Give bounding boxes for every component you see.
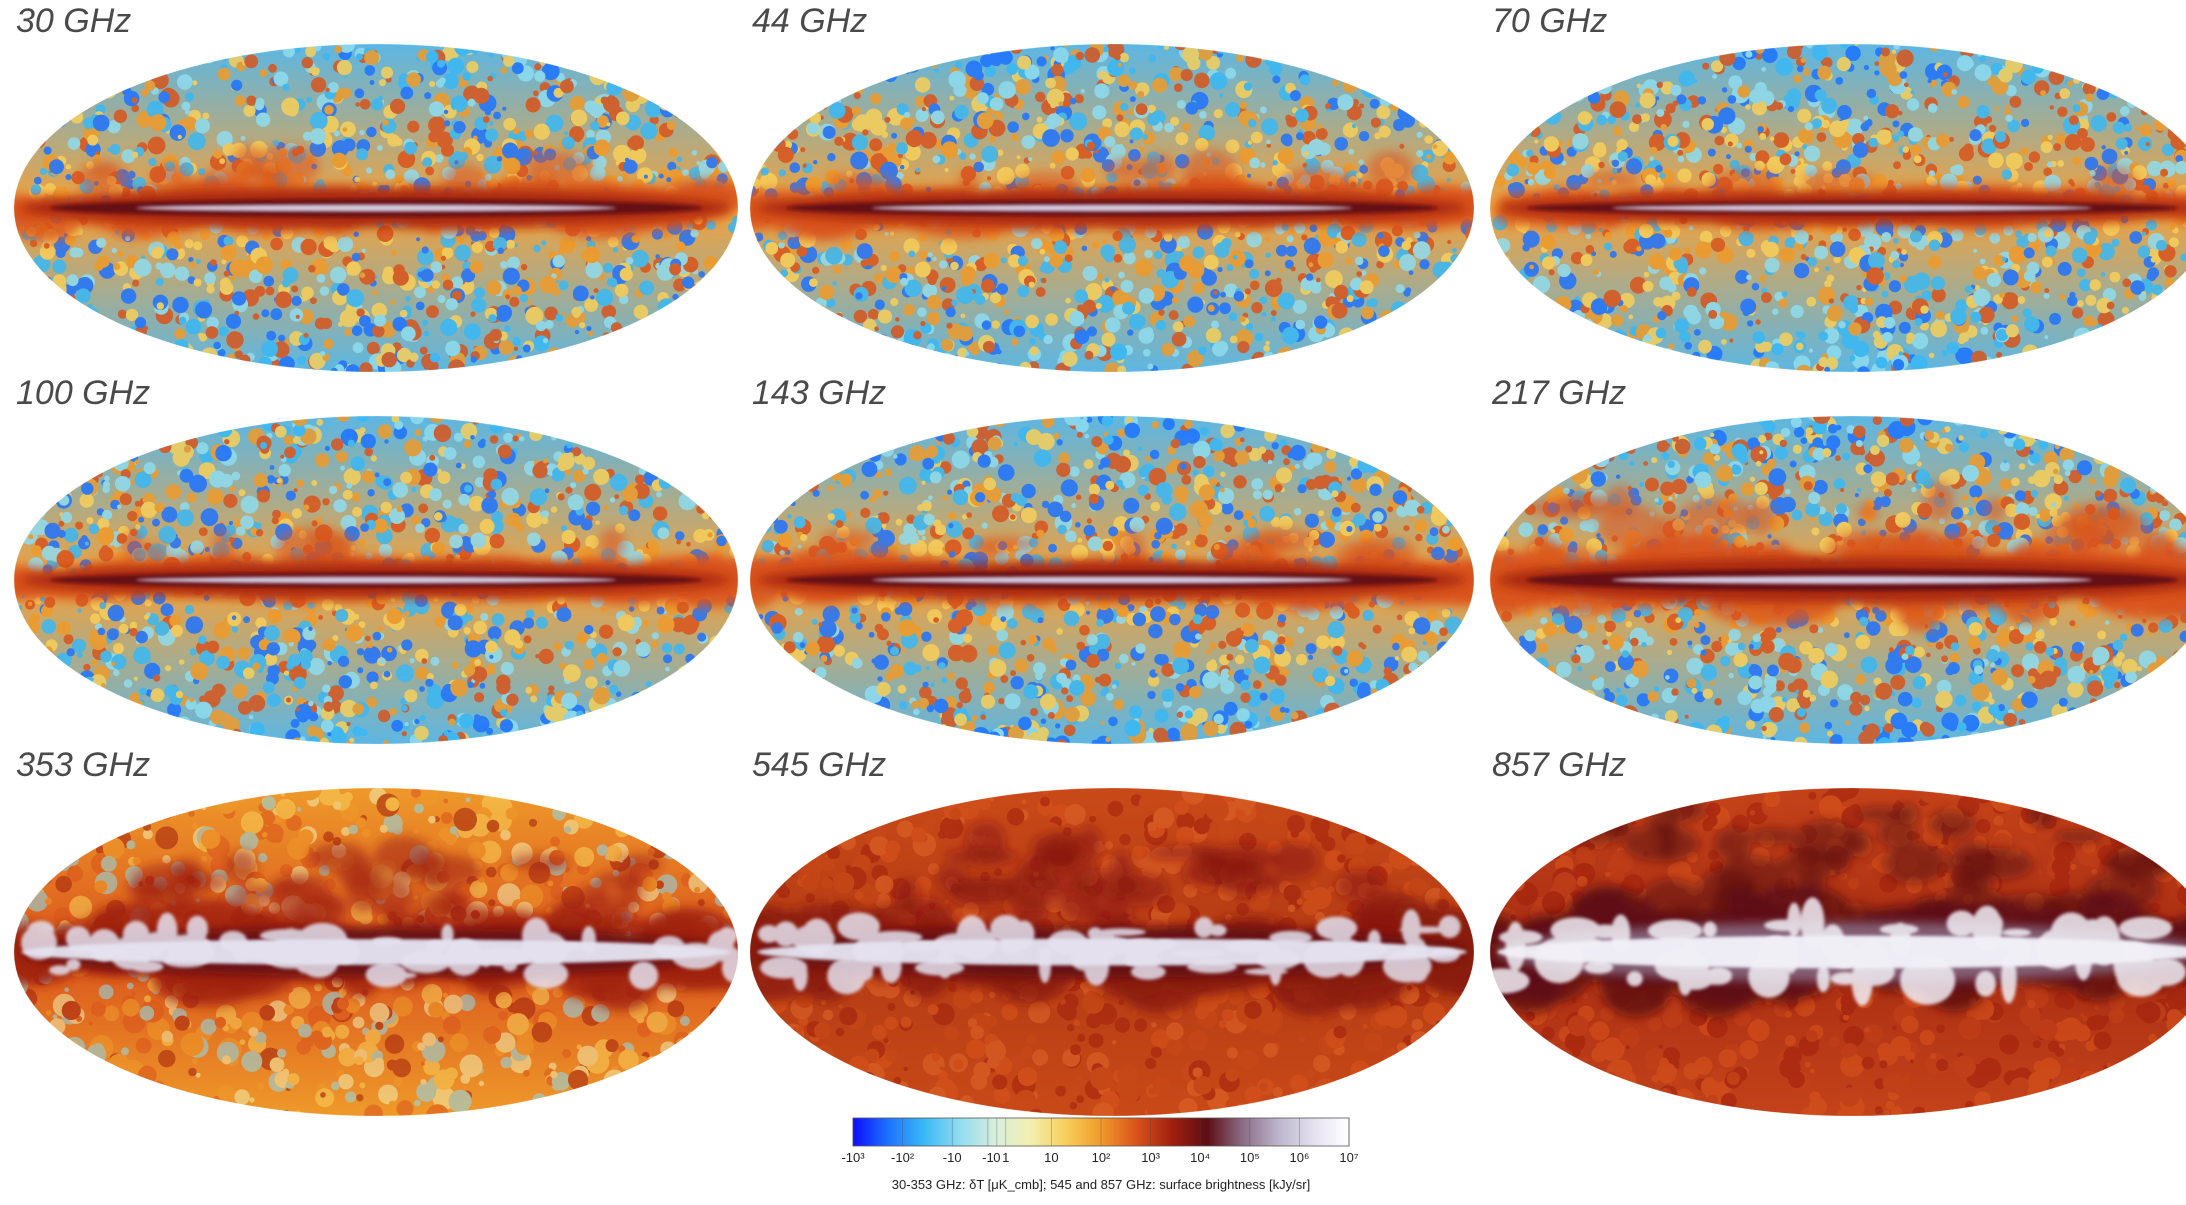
- colorbar-tick-label: 10⁴: [1190, 1150, 1211, 1165]
- map-frequency-label: 143 GHz: [752, 374, 887, 412]
- colorbar-caption: 30-353 GHz: δT [μK_cmb]; 545 and 857 GHz…: [891, 1177, 1311, 1192]
- colorbar-tick-label: 1: [1002, 1150, 1010, 1165]
- mollweide-sky-map: [13, 787, 739, 1117]
- map-frequency-label: 857 GHz: [1492, 746, 1627, 784]
- sky-map-panel: 100 GHz: [12, 374, 740, 746]
- colorbar-tick-label: -10³: [841, 1150, 865, 1165]
- map-frequency-label: 70 GHz: [1492, 2, 1608, 40]
- colorbar-tick-label: -10: [942, 1150, 962, 1165]
- mollweide-sky-map: [749, 787, 1475, 1117]
- colorbar-tick-label: 0: [993, 1150, 1001, 1165]
- mollweide-sky-map: [1489, 43, 2186, 373]
- colorbar-tick-label: 10³: [1141, 1150, 1160, 1165]
- mollweide-sky-map: [1489, 787, 2186, 1117]
- sky-map-panel: 143 GHz: [748, 374, 1476, 746]
- mollweide-sky-map: [1489, 415, 2186, 745]
- mollweide-sky-map: [749, 415, 1475, 745]
- colorbar: -10³ -10² -10 -1 0 1 10 10² 10³ 10⁴ 10⁵ 10⁶ 10⁷ 30-3…: [841, 1117, 1359, 1197]
- map-frequency-label: 217 GHz: [1492, 374, 1627, 412]
- colorbar-tick-label: 10⁶: [1289, 1150, 1310, 1165]
- colorbar-tick-label: -1: [982, 1150, 994, 1165]
- sky-map-panel: 70 GHz: [1488, 2, 2186, 374]
- colorbar-tick-label: 10⁷: [1339, 1150, 1359, 1165]
- sky-map-panel: 545 GHz: [748, 746, 1476, 1118]
- colorbar-tick-label: 10⁵: [1239, 1150, 1260, 1165]
- map-frequency-label: 30 GHz: [16, 2, 132, 40]
- sky-map-panel: 30 GHz: [12, 2, 740, 374]
- mollweide-sky-map: [749, 43, 1475, 373]
- sky-map-panel: 857 GHz: [1488, 746, 2186, 1118]
- colorbar-gradient: [852, 1117, 1350, 1147]
- mollweide-sky-map: [13, 415, 739, 745]
- map-frequency-label: 100 GHz: [16, 374, 151, 412]
- map-frequency-label: 545 GHz: [752, 746, 887, 784]
- map-frequency-label: 353 GHz: [16, 746, 151, 784]
- mollweide-sky-map: [13, 43, 739, 373]
- colorbar-tick-label: 10²: [1091, 1150, 1111, 1165]
- sky-map-panel: 217 GHz: [1488, 374, 2186, 746]
- colorbar-tick-label: 10: [1044, 1150, 1059, 1165]
- sky-map-panel: 353 GHz: [12, 746, 740, 1118]
- map-frequency-label: 44 GHz: [752, 2, 868, 40]
- colorbar-tick-label: -10²: [891, 1150, 915, 1165]
- sky-map-panel: 44 GHz: [748, 2, 1476, 374]
